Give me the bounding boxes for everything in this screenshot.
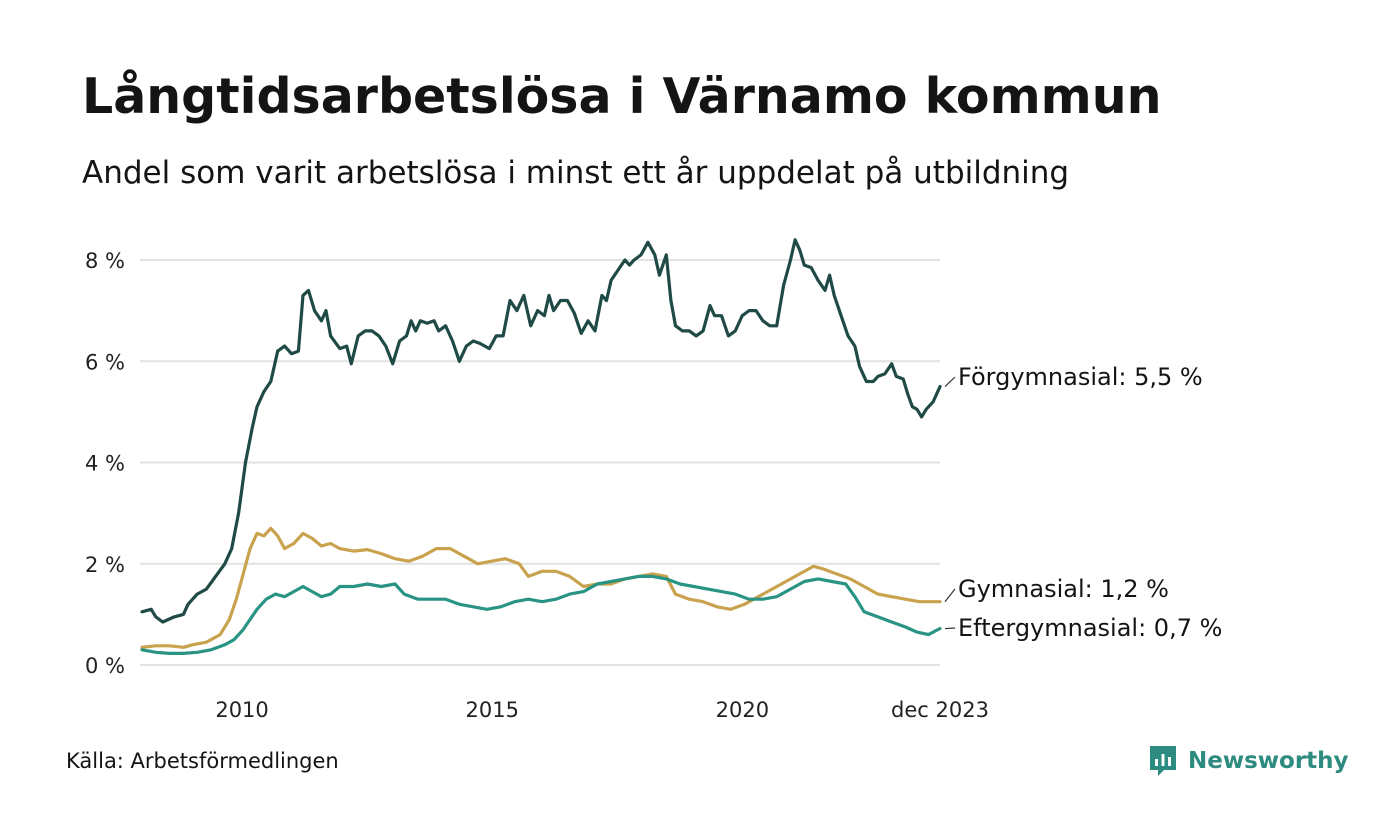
brand-logo[interactable]: Newsworthy (1148, 744, 1349, 778)
end-label-gymnasial: Gymnasial: 1,2 % (958, 575, 1169, 603)
y-tick-label: 0 % (85, 654, 125, 678)
y-tick-label: 4 % (85, 452, 125, 476)
end-label-connector (944, 627, 956, 630)
series-line-gymnasial (140, 526, 942, 649)
y-tick-label: 8 % (85, 249, 125, 273)
newsworthy-logo-icon (1150, 746, 1176, 776)
x-axis-ticks: 2010 2015 2020 dec 2023 (215, 698, 989, 722)
series-lines (140, 238, 942, 655)
end-label-eftergymnasial: Eftergymnasial: 0,7 % (958, 614, 1222, 642)
x-tick-label: 2020 (716, 698, 769, 722)
brand-name: Newsworthy (1188, 748, 1349, 774)
y-tick-label: 2 % (85, 553, 125, 577)
x-tick-label: 2015 (465, 698, 518, 722)
end-labels: Gymnasial: 1,2 % Eftergymnasial: 0,7 % För… (944, 363, 1222, 642)
x-tick-label: dec 2023 (891, 698, 989, 722)
source-note: Källa: Arbetsförmedlingen (66, 749, 339, 773)
y-tick-label: 6 % (85, 350, 125, 374)
chart-subtitle: Andel som varit arbetslösa i minst ett å… (82, 155, 1070, 191)
x-tick-label: 2010 (215, 698, 268, 722)
y-axis-ticks: 0 % 2 % 4 % 6 % 8 % (85, 249, 125, 678)
chart-title: Långtidsarbetslösa i Värnamo kommun (82, 68, 1162, 125)
series-line-förgymnasial (140, 238, 942, 624)
end-label-connector (944, 376, 956, 387)
end-label-förgymnasial: Förgymnasial: 5,5 % (958, 363, 1203, 391)
end-label-connector (944, 588, 956, 603)
series-line-eftergymnasial (140, 574, 942, 655)
grid-lines (140, 259, 940, 666)
